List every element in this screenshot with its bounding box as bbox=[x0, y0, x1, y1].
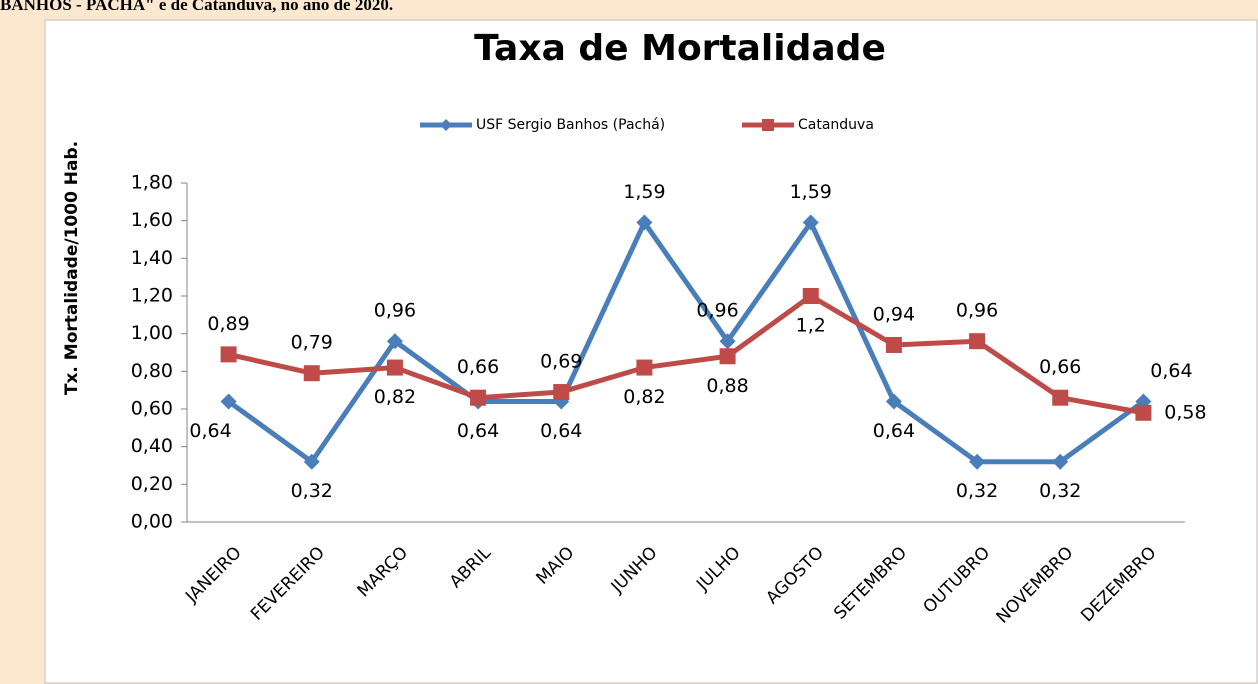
legend-marker bbox=[762, 119, 774, 131]
data-label: 1,2 bbox=[796, 315, 826, 337]
data-label: 1,59 bbox=[790, 181, 832, 203]
data-label: 0,64 bbox=[1150, 360, 1192, 382]
series-line bbox=[227, 220, 1145, 465]
data-label: 0,64 bbox=[540, 420, 582, 442]
y-axis-title: Tx. Mortalidade/1000 Hab. bbox=[62, 141, 82, 395]
data-label: 0,64 bbox=[873, 420, 915, 442]
marker bbox=[386, 333, 403, 350]
series-line bbox=[228, 293, 1144, 416]
data-label: 0,82 bbox=[623, 386, 665, 408]
y-tick-label: 1,60 bbox=[131, 209, 173, 231]
data-label: 0,82 bbox=[374, 386, 416, 408]
chart-title: Taxa de Mortalidade bbox=[474, 28, 886, 69]
marker bbox=[470, 389, 487, 406]
data-label: 0,66 bbox=[1039, 356, 1081, 378]
legend-label: Catanduva bbox=[798, 117, 874, 133]
y-tick-label: 1,00 bbox=[131, 322, 173, 344]
data-label: 0,89 bbox=[207, 313, 249, 335]
data-label: 0,66 bbox=[457, 356, 499, 378]
data-label: 0,88 bbox=[706, 375, 748, 397]
marker bbox=[885, 393, 902, 410]
marker bbox=[885, 336, 902, 353]
y-tick-label: 0,20 bbox=[131, 473, 173, 495]
data-label: 0,64 bbox=[189, 420, 231, 442]
y-tick-label: 1,20 bbox=[131, 285, 173, 307]
marker bbox=[719, 333, 736, 350]
data-label: 0,32 bbox=[291, 480, 333, 502]
marker bbox=[636, 214, 653, 231]
data-label: 0,96 bbox=[956, 300, 998, 322]
caption: BANHOS - PACHÁ" e de Catanduva, no ano d… bbox=[0, 0, 393, 14]
marker bbox=[553, 384, 570, 401]
marker bbox=[220, 346, 237, 363]
data-label: 0,58 bbox=[1164, 401, 1206, 423]
marker bbox=[719, 348, 736, 365]
marker bbox=[1052, 389, 1069, 406]
marker bbox=[802, 214, 819, 231]
y-tick-label: 0,60 bbox=[131, 398, 173, 420]
marker bbox=[1135, 404, 1152, 421]
data-label: 0,69 bbox=[540, 351, 582, 373]
marker bbox=[1052, 453, 1069, 470]
data-label: 0,32 bbox=[1039, 480, 1081, 502]
marker bbox=[969, 453, 986, 470]
marker bbox=[802, 288, 819, 304]
data-label: 0,32 bbox=[956, 480, 998, 502]
y-tick-label: 0,40 bbox=[131, 435, 173, 457]
data-label: 1,59 bbox=[623, 181, 665, 203]
y-tick-label: 0,00 bbox=[131, 511, 173, 533]
marker bbox=[303, 453, 320, 470]
marker bbox=[636, 359, 653, 376]
marker bbox=[386, 359, 403, 376]
marker bbox=[303, 365, 320, 382]
data-label: 0,79 bbox=[291, 332, 333, 354]
marker bbox=[220, 393, 237, 410]
legend-label: USF Sergio Banhos (Pachá) bbox=[476, 117, 665, 133]
chart-area bbox=[44, 19, 1258, 684]
data-label: 0,64 bbox=[457, 420, 499, 442]
data-label: 0,94 bbox=[873, 303, 915, 325]
y-tick-label: 1,80 bbox=[131, 172, 173, 194]
data-label: 0,96 bbox=[374, 300, 416, 322]
y-tick-label: 0,80 bbox=[131, 360, 173, 382]
y-tick-label: 1,40 bbox=[131, 247, 173, 269]
legend-marker bbox=[440, 119, 452, 131]
marker bbox=[969, 333, 986, 350]
data-label: 0,96 bbox=[696, 300, 738, 322]
